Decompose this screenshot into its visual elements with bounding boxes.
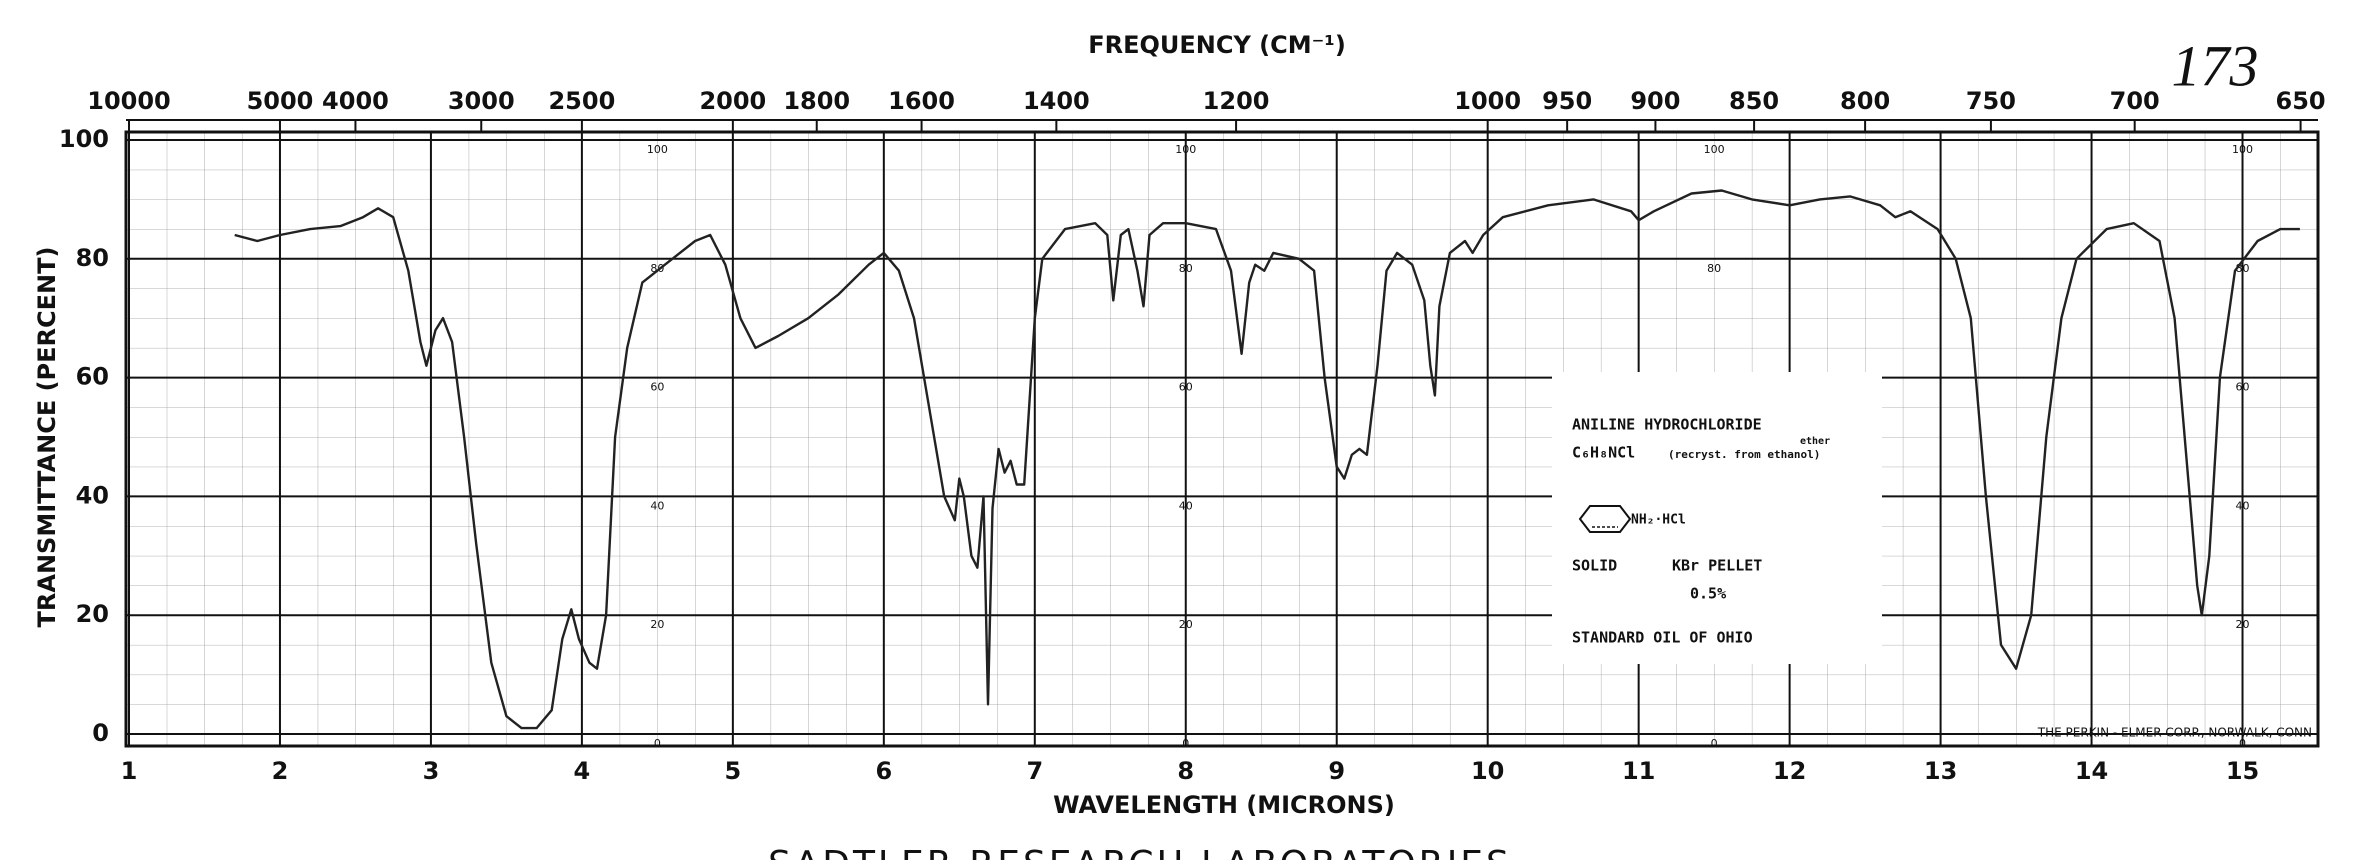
inner-scale-label: 0 <box>1711 737 1718 750</box>
inner-scale-label: 80 <box>650 262 664 275</box>
top-tick-label: 800 <box>1840 87 1890 115</box>
inner-scale-label: 20 <box>1179 618 1193 631</box>
x-tick-label: 15 <box>2226 757 2259 785</box>
top-tick-label: 5000 <box>247 87 314 115</box>
top-tick-label: 950 <box>1542 87 1592 115</box>
x-tick-label: 2 <box>272 757 289 785</box>
footer: SADTLER RESEARCH LABORATORIES <box>768 844 1512 860</box>
top-tick-label: 1400 <box>1023 87 1090 115</box>
credit: THE PERKIN - ELMER CORP., NORWALK, CONN <box>2037 726 2312 740</box>
top-tick-label: 3000 <box>448 87 515 115</box>
inner-scale-label: 40 <box>650 499 664 512</box>
top-tick-label: 650 <box>2276 87 2326 115</box>
top-tick-label: 850 <box>1729 87 1779 115</box>
inner-scale-label: 80 <box>1707 262 1721 275</box>
x-tick-label: 3 <box>423 757 440 785</box>
source: STANDARD OIL OF OHIO <box>1572 629 1753 647</box>
spectrum-line <box>234 189 2300 730</box>
x-tick-label: 11 <box>1622 757 1655 785</box>
state: SOLID <box>1572 557 1617 575</box>
y-tick-label: 60 <box>76 363 109 391</box>
inner-scale-label: 100 <box>1175 143 1196 156</box>
top-tick-label: 2500 <box>548 87 615 115</box>
x-tick-label: 6 <box>875 757 892 785</box>
compound: ANILINE HYDROCHLORIDE <box>1572 416 1762 434</box>
x-tick-label: 12 <box>1773 757 1806 785</box>
top-tick-label: 1000 <box>1454 87 1521 115</box>
concentration: 0.5% <box>1690 585 1726 603</box>
inner-scale-label: 100 <box>1704 143 1725 156</box>
inner-scale-label: 100 <box>2232 143 2253 156</box>
x-tick-label: 7 <box>1026 757 1043 785</box>
top-tick-label: 10000 <box>87 87 171 115</box>
inner-scale-label: 40 <box>2236 499 2250 512</box>
inner-scale-label: 0 <box>654 737 661 750</box>
inner-scale-label: 60 <box>1179 381 1193 394</box>
y-axis-title: TRANSMITTANCE (PERCENT) <box>33 247 61 628</box>
top-tick-label: 900 <box>1630 87 1680 115</box>
sample-box-bg <box>1552 372 1882 664</box>
x-axis-title: WAVELENGTH (MICRONS) <box>1053 791 1395 819</box>
inner-scale-label: 60 <box>2236 381 2250 394</box>
sample-box: ANILINE HYDROCHLORIDE C₆H₈NCl (recryst. … <box>1552 372 1882 664</box>
y-tick-label: 80 <box>76 244 109 272</box>
x-tick-label: 10 <box>1471 757 1504 785</box>
inner-scale-label: 100 <box>647 143 668 156</box>
structure-label: NH₂·HCl <box>1631 513 1686 528</box>
y-tick-label: 40 <box>76 481 109 509</box>
x-tick-label: 4 <box>574 757 591 785</box>
top-tick-label: 1800 <box>783 87 850 115</box>
top-tick-label: 2000 <box>699 87 766 115</box>
method: KBr PELLET <box>1672 557 1762 575</box>
correction: ether <box>1800 436 1830 447</box>
formula: C₆H₈NCl <box>1572 444 1635 462</box>
x-tick-label: 9 <box>1328 757 1345 785</box>
y-tick-label: 100 <box>59 125 109 153</box>
top-tick-label: 1200 <box>1203 87 1270 115</box>
inner-scale-label: 40 <box>1179 499 1193 512</box>
inner-scale-label: 60 <box>650 381 664 394</box>
plot-frame <box>124 130 2320 748</box>
x-tick-label: 13 <box>1924 757 1957 785</box>
plot-area <box>126 132 2318 746</box>
x-tick-label: 8 <box>1177 757 1194 785</box>
top-tick-label: 4000 <box>322 87 389 115</box>
minor-grid <box>126 132 2318 746</box>
inner-scale-label: 80 <box>1179 262 1193 275</box>
benzene-ring <box>1578 505 1632 533</box>
top-axis-title: FREQUENCY (CM⁻¹) <box>1088 31 1346 59</box>
top-tick-label: 700 <box>2110 87 2160 115</box>
y-tick-label: 20 <box>76 600 109 628</box>
x-tick-label: 14 <box>2075 757 2108 785</box>
top-tick-label: 1600 <box>888 87 955 115</box>
inner-scale-label: 20 <box>650 618 664 631</box>
recrystallization: (recryst. from ethanol) <box>1668 448 1820 461</box>
inner-scale-label: 20 <box>2236 618 2250 631</box>
top-tick-label: 750 <box>1966 87 2016 115</box>
x-tick-label: 1 <box>121 757 138 785</box>
handwritten-number: 173 <box>2172 33 2259 98</box>
y-tick-label: 0 <box>92 719 109 747</box>
x-tick-label: 5 <box>725 757 742 785</box>
inner-scale-label: 0 <box>2239 737 2246 750</box>
inner-scale-label: 0 <box>1182 737 1189 750</box>
